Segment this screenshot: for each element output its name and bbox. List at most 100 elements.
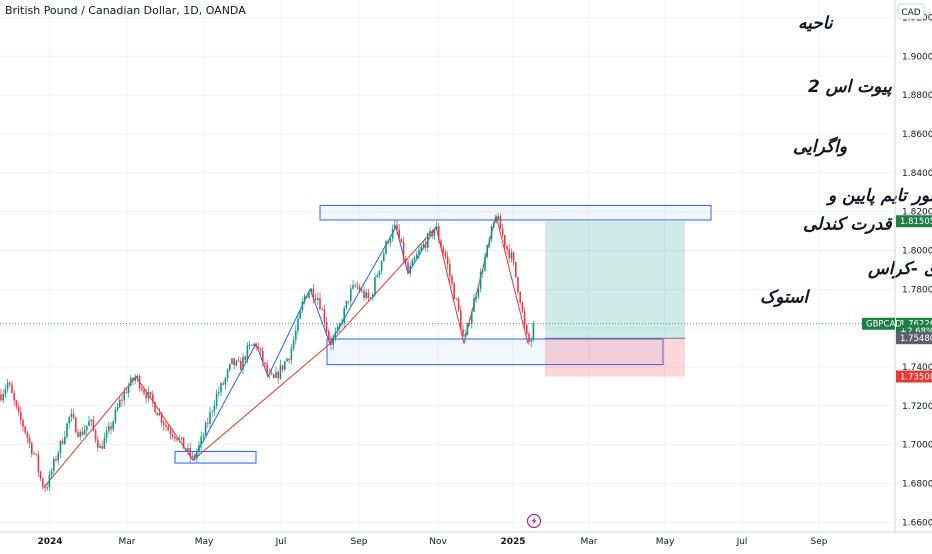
candle-body [402, 242, 405, 259]
candle-body [398, 229, 400, 239]
candle-body [237, 360, 240, 362]
candle-body [457, 298, 460, 311]
candle-body [277, 371, 279, 379]
candle-body [2, 394, 4, 401]
candle-body [160, 413, 163, 423]
candle-body [145, 393, 147, 399]
price-badge-text: 1.81505 [900, 217, 932, 227]
candle-body [288, 358, 290, 361]
candle-body [15, 400, 18, 407]
zone-low[interactable] [174, 450, 257, 464]
y-tick-label: 1.66000 [902, 518, 932, 528]
zigzag-line-0 [43, 215, 529, 488]
candle-body [156, 412, 158, 416]
candle-body [495, 219, 497, 223]
lightning-icon[interactable] [526, 513, 542, 529]
candle-body [68, 416, 70, 424]
time-axis[interactable]: 2024 Mar May Jul Sep Nov 2025 Mar May Jul Sep [37, 537, 827, 547]
candle-body [286, 358, 288, 362]
candle-body [385, 241, 387, 254]
annotation-text[interactable]: استوک [760, 288, 810, 308]
position-tool[interactable] [545, 221, 685, 377]
candle-body [464, 334, 466, 337]
candle-body [387, 241, 389, 243]
candle-body [345, 301, 348, 309]
candle-body [116, 407, 119, 410]
candle-body [396, 224, 398, 230]
annotation-text[interactable]: کندل قوی صعودی -کراس [867, 259, 932, 279]
candle-body [420, 246, 422, 251]
candle-body [515, 262, 517, 278]
candle-body [123, 392, 125, 401]
candle-body [134, 377, 136, 381]
candle-body [187, 447, 189, 451]
candle-body [301, 301, 304, 311]
candle-body [268, 373, 271, 375]
candle-body [411, 259, 414, 266]
candle-body [372, 294, 374, 298]
candle-body [141, 388, 143, 390]
zigzag-lines [43, 215, 529, 488]
currency-box[interactable] [897, 3, 925, 20]
candle-body [380, 260, 383, 271]
candle-body [394, 224, 396, 230]
candle-body [303, 295, 306, 302]
candle-body [31, 442, 33, 454]
candle-body [314, 298, 317, 301]
candle-body [343, 308, 345, 323]
candle-body [125, 392, 128, 394]
candle-body [455, 298, 458, 300]
candle-body [207, 422, 209, 424]
candle-body [341, 322, 343, 324]
candle-body [218, 391, 220, 394]
candle-body [488, 238, 491, 246]
candle-body [22, 420, 24, 427]
x-tick-label: Mar [119, 537, 136, 547]
zone-resistance[interactable] [319, 204, 712, 221]
candle-body [427, 233, 429, 248]
annotations-layer: ناحیه پیوت اس 2 واگرایی سقف مینور تایم پایی… [760, 14, 932, 308]
candle-body [215, 393, 218, 406]
candle-body [334, 332, 337, 337]
candle-body [475, 296, 477, 299]
candle-body [435, 226, 438, 231]
candle-body [6, 382, 9, 389]
candle-body [101, 446, 103, 449]
profit-zone[interactable] [545, 221, 685, 339]
y-tick-label: 1.82000 [902, 208, 932, 218]
candle-body [213, 405, 216, 412]
y-tick-label: 1.80000 [902, 246, 932, 256]
loss-zone[interactable] [545, 338, 685, 377]
zone-support[interactable] [326, 338, 664, 366]
price-badge [896, 215, 932, 228]
candle-body [105, 431, 108, 438]
candle-body [356, 285, 359, 287]
y-tick-label: 1.70000 [902, 441, 932, 451]
candle-body [97, 439, 99, 448]
candle-body [182, 437, 185, 449]
candle-body [374, 277, 376, 295]
annotation-text[interactable]: پیوت اس 2 [808, 77, 892, 97]
candle-body [143, 389, 145, 394]
candle-body [88, 421, 90, 426]
annotation-text[interactable]: واگرایی [793, 136, 847, 157]
candle-body [50, 471, 53, 475]
annotation-text[interactable]: قدرت کندلی [803, 215, 893, 235]
annotation-text[interactable]: ناحیه [798, 14, 834, 34]
chart-title: British Pound / Canadian Dollar, 1D, OAN… [5, 4, 246, 17]
annotation-text[interactable]: سقف مینور تایم پایین و [825, 186, 932, 206]
candle-body [504, 235, 506, 247]
candle-body [352, 285, 354, 289]
y-tick-label: 1.74000 [902, 363, 932, 373]
candle-body [211, 411, 213, 413]
candle-body [262, 350, 264, 363]
candle-body [517, 277, 519, 293]
candle-body [266, 364, 268, 375]
candle-body [292, 340, 295, 349]
candle-body [528, 333, 530, 342]
candle-body [202, 435, 205, 437]
candle-body [176, 438, 178, 441]
candle-body [407, 262, 409, 274]
